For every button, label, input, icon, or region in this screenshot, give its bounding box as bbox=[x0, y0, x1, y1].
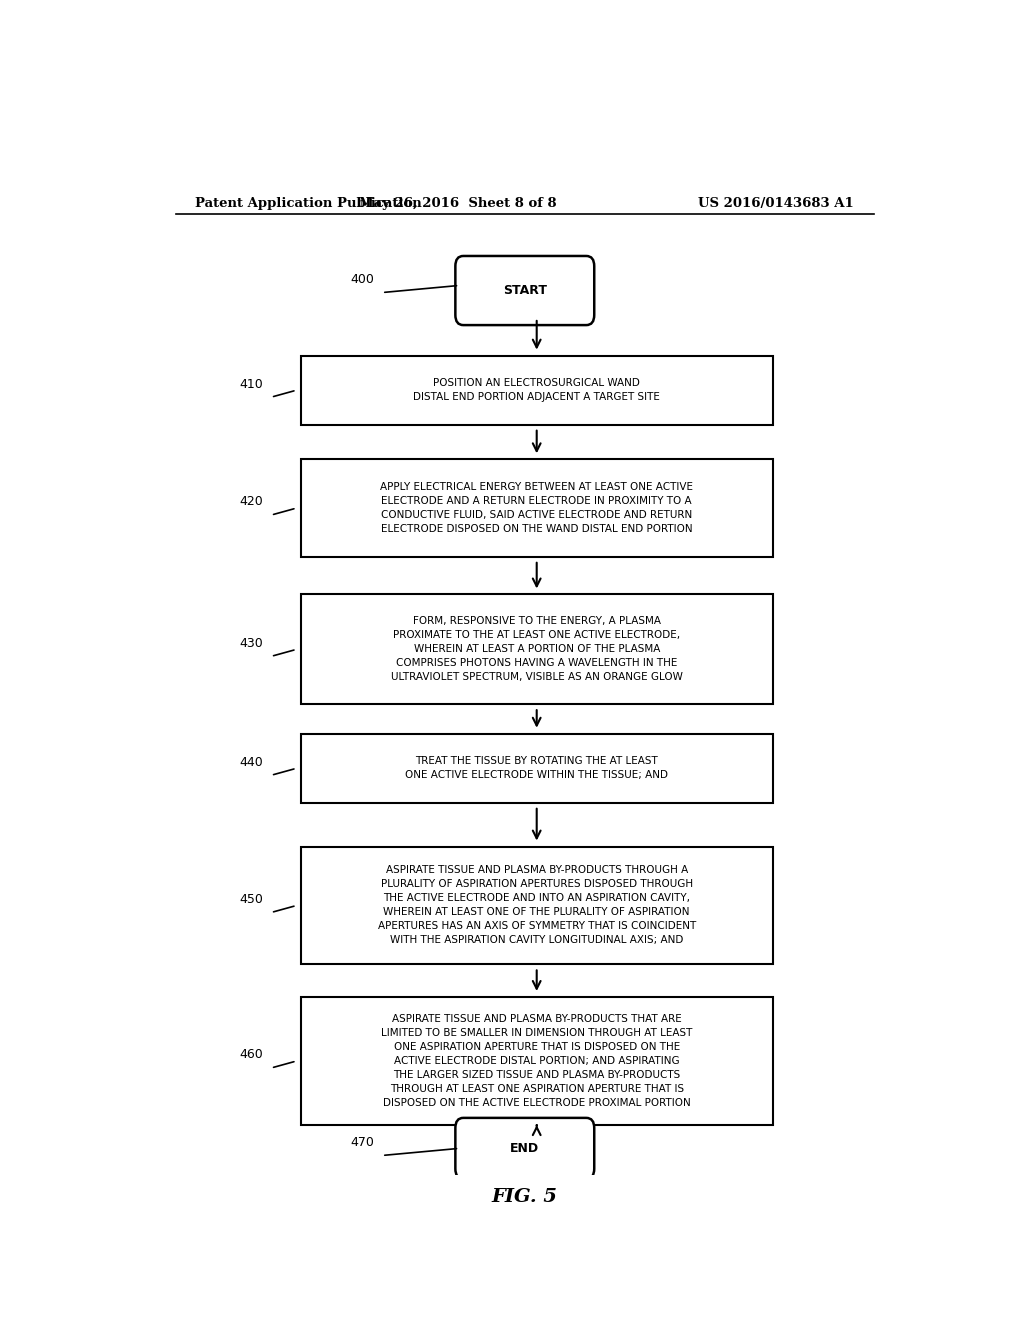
Bar bbox=[301, 734, 773, 803]
Text: 400: 400 bbox=[350, 273, 374, 286]
Text: APPLY ELECTRICAL ENERGY BETWEEN AT LEAST ONE ACTIVE
ELECTRODE AND A RETURN ELECT: APPLY ELECTRICAL ENERGY BETWEEN AT LEAST… bbox=[380, 482, 693, 535]
Text: 420: 420 bbox=[240, 495, 263, 508]
Bar bbox=[301, 846, 773, 965]
Bar bbox=[301, 997, 773, 1125]
FancyBboxPatch shape bbox=[456, 1118, 594, 1179]
Text: 460: 460 bbox=[240, 1048, 263, 1061]
Bar bbox=[301, 355, 773, 425]
FancyBboxPatch shape bbox=[456, 256, 594, 325]
Text: FIG. 5: FIG. 5 bbox=[492, 1188, 558, 1206]
Text: 440: 440 bbox=[240, 755, 263, 768]
Text: ASPIRATE TISSUE AND PLASMA BY-PRODUCTS THAT ARE
LIMITED TO BE SMALLER IN DIMENSI: ASPIRATE TISSUE AND PLASMA BY-PRODUCTS T… bbox=[381, 1014, 692, 1107]
Text: 450: 450 bbox=[239, 892, 263, 906]
Text: 470: 470 bbox=[350, 1135, 374, 1148]
Text: END: END bbox=[510, 1142, 540, 1155]
Text: FORM, RESPONSIVE TO THE ENERGY, A PLASMA
PROXIMATE TO THE AT LEAST ONE ACTIVE EL: FORM, RESPONSIVE TO THE ENERGY, A PLASMA… bbox=[391, 616, 683, 682]
Text: Patent Application Publication: Patent Application Publication bbox=[196, 197, 422, 210]
Text: ASPIRATE TISSUE AND PLASMA BY-PRODUCTS THROUGH A
PLURALITY OF ASPIRATION APERTUR: ASPIRATE TISSUE AND PLASMA BY-PRODUCTS T… bbox=[378, 866, 696, 945]
Text: 430: 430 bbox=[240, 636, 263, 649]
Text: TREAT THE TISSUE BY ROTATING THE AT LEAST
ONE ACTIVE ELECTRODE WITHIN THE TISSUE: TREAT THE TISSUE BY ROTATING THE AT LEAS… bbox=[406, 756, 669, 780]
Bar bbox=[301, 594, 773, 704]
Text: POSITION AN ELECTROSURGICAL WAND
DISTAL END PORTION ADJACENT A TARGET SITE: POSITION AN ELECTROSURGICAL WAND DISTAL … bbox=[414, 378, 660, 403]
Text: US 2016/0143683 A1: US 2016/0143683 A1 bbox=[698, 197, 854, 210]
Text: 410: 410 bbox=[240, 378, 263, 391]
Text: May 26, 2016  Sheet 8 of 8: May 26, 2016 Sheet 8 of 8 bbox=[358, 197, 556, 210]
Bar bbox=[301, 459, 773, 557]
Text: START: START bbox=[503, 284, 547, 297]
